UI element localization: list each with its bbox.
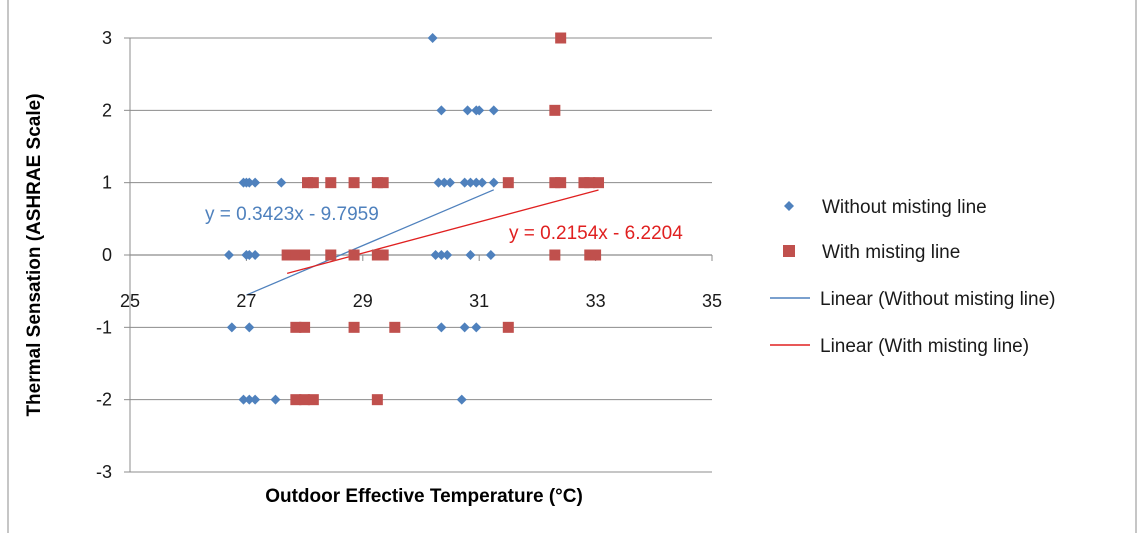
data-point-with-misting	[299, 321, 311, 333]
data-point-without-misting	[244, 394, 255, 405]
data-point-with-misting	[578, 177, 590, 189]
x-tick-label: 31	[469, 291, 489, 311]
data-point-with-misting	[377, 177, 389, 189]
legend-marker-square	[783, 245, 795, 257]
data-point-without-misting	[471, 177, 482, 188]
data-point-without-misting	[436, 105, 447, 116]
data-point-without-misting	[226, 322, 237, 333]
legend: Without misting line With misting line Lin…	[770, 197, 1055, 357]
data-point-with-misting	[325, 249, 337, 261]
data-point-with-misting	[325, 177, 337, 189]
data-point-with-misting	[371, 249, 383, 261]
data-point-without-misting	[474, 105, 485, 116]
legend-label: Linear (Without misting line)	[820, 289, 1055, 310]
y-axis-title: Thermal Sensation (ASHRAE Scale)	[24, 93, 45, 416]
y-tick-label: -3	[96, 462, 112, 482]
data-point-with-misting	[348, 249, 360, 261]
data-point-without-misting	[427, 33, 438, 43]
trendline	[246, 189, 495, 296]
legend-label: Linear (With misting line)	[820, 336, 1029, 357]
data-point-without-misting	[488, 177, 499, 188]
y-tick-label: 1	[102, 173, 112, 193]
data-point-with-misting	[593, 177, 605, 189]
trendline-equation-without-misting: y = 0.3423x - 9.7959	[205, 204, 379, 225]
data-point-without-misting	[250, 177, 261, 188]
x-tick-label: 33	[586, 291, 606, 311]
data-point-without-misting	[462, 105, 473, 116]
data-point-without-misting	[244, 250, 255, 260]
trendline-layer	[246, 189, 599, 296]
data-point-without-misting	[471, 322, 482, 333]
legend-label: Without misting line	[822, 197, 987, 218]
data-point-with-misting	[584, 177, 596, 189]
data-point-with-misting	[302, 177, 314, 189]
data-point-without-misting	[465, 250, 476, 260]
data-point-with-misting	[290, 249, 302, 261]
data-point-without-misting	[436, 250, 447, 260]
data-point-with-misting	[555, 32, 567, 44]
data-point-with-misting	[307, 177, 319, 189]
data-point-with-misting	[299, 394, 311, 406]
data-point-with-misting	[371, 177, 383, 189]
data-point-without-misting	[276, 177, 287, 188]
data-point-without-misting	[238, 394, 249, 405]
data-point-with-misting	[348, 177, 360, 189]
trendline	[286, 189, 599, 274]
data-point-without-misting	[244, 322, 255, 333]
data-point-with-misting	[307, 394, 319, 406]
data-point-without-misting	[250, 250, 261, 260]
data-point-with-misting	[502, 321, 514, 333]
data-point-without-misting	[436, 322, 447, 333]
data-point-with-misting	[377, 249, 389, 261]
data-point-without-misting	[433, 177, 444, 188]
data-point-with-misting	[502, 177, 514, 189]
data-point-with-misting	[371, 394, 383, 406]
data-point-without-misting	[223, 250, 234, 260]
data-point-without-misting	[430, 250, 441, 260]
data-point-without-misting	[244, 177, 255, 188]
data-point-with-misting	[584, 249, 596, 261]
y-tick-label: 3	[102, 28, 112, 48]
label-layer: 3 2 1 0 -1 -2 -3 25 27 29 31 33 35 y = 0.3423x - 9.79…	[96, 28, 722, 482]
x-tick-label: 35	[702, 291, 722, 311]
data-point-without-misting	[456, 394, 467, 405]
x-tick-label: 29	[353, 291, 373, 311]
legend-marker-diamond	[784, 201, 794, 211]
data-point-without-misting	[488, 105, 499, 116]
legend-label: With misting line	[822, 242, 960, 263]
data-point-with-misting	[389, 321, 401, 333]
data-point-with-misting	[348, 321, 360, 333]
data-point-without-misting	[270, 394, 281, 405]
x-tick-label: 27	[236, 291, 256, 311]
data-point-with-misting	[290, 394, 302, 406]
x-tick-label: 25	[120, 291, 140, 311]
data-point-without-misting	[477, 177, 488, 188]
y-tick-label: -2	[96, 390, 112, 410]
data-point-without-misting	[442, 250, 453, 260]
data-point-without-misting	[445, 177, 456, 188]
data-point-without-misting	[459, 177, 470, 188]
data-point-with-misting	[555, 177, 567, 189]
y-tick-label: 0	[102, 245, 112, 265]
data-point-without-misting	[459, 322, 470, 333]
data-point-with-misting	[549, 249, 561, 261]
data-point-with-misting	[549, 104, 561, 116]
data-point-without-misting	[485, 250, 496, 260]
data-point-with-misting	[590, 249, 602, 261]
point-layer	[223, 32, 605, 406]
x-axis-title: Outdoor Effective Temperature (°C)	[265, 486, 583, 507]
data-point-with-misting	[290, 321, 302, 333]
y-tick-label: -1	[96, 317, 112, 337]
data-point-with-misting	[299, 249, 311, 261]
data-point-with-misting	[281, 249, 293, 261]
data-point-with-misting	[549, 177, 561, 189]
y-tick-label: 2	[102, 100, 112, 120]
data-point-without-misting	[465, 177, 476, 188]
data-point-without-misting	[439, 177, 450, 188]
trendline-equation-with-misting: y = 0.2154x - 6.2204	[509, 223, 683, 244]
data-point-without-misting	[250, 394, 261, 405]
